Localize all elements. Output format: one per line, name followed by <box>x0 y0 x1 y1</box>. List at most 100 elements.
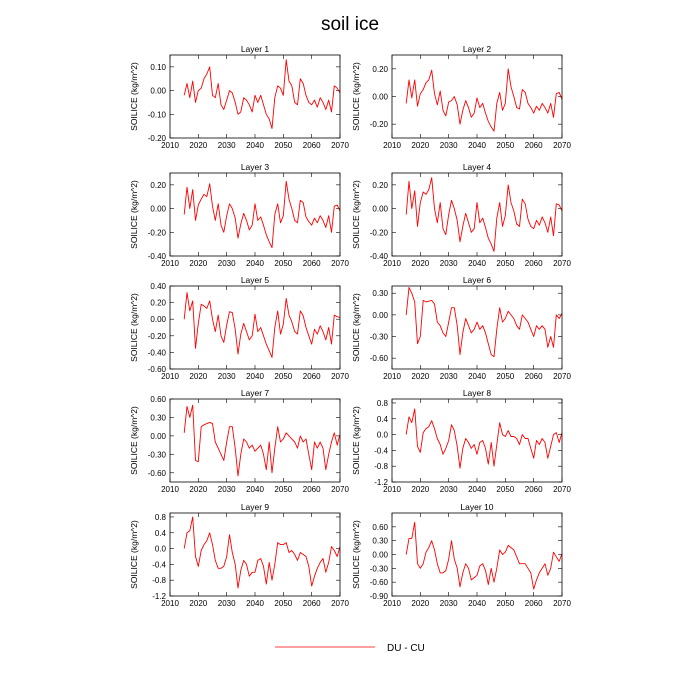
y-tick-label: 0.10 <box>150 63 166 72</box>
y-axis-label: SOILICE (kg/m^2) <box>351 180 361 249</box>
x-tick-label: 2030 <box>218 259 236 268</box>
plot-frame <box>169 285 341 370</box>
panel-title: Layer 5 <box>241 275 270 285</box>
x-tick-label: 2010 <box>383 259 401 268</box>
panel-layer-10: Layer 10 SOILICE (kg/m^2) 2010 2020 2030 2040… <box>351 502 571 608</box>
x-tick-label: 2070 <box>553 372 571 381</box>
y-tick-label: 0.0 <box>377 431 389 440</box>
panel-layer-7: Layer 7 SOILICE (kg/m^2) 2010 2020 2030 2040 2… <box>129 388 349 494</box>
x-tick-label: 2010 <box>383 141 401 150</box>
y-tick-label: -0.40 <box>148 348 167 357</box>
y-tick-label: 0.30 <box>372 537 388 546</box>
y-tick-label: 0.00 <box>150 87 166 96</box>
x-tick-label: 2050 <box>496 485 514 494</box>
panel-layer-3: Layer 3 SOILICE (kg/m^2) 2010 2020 2030 2040 2… <box>129 162 349 268</box>
series-line-du-cu <box>183 516 341 589</box>
y-tick-label: -0.30 <box>370 333 389 342</box>
y-tick-label: 0.20 <box>372 65 388 74</box>
y-tick-label: 0.30 <box>150 413 166 422</box>
panel-title: Layer 8 <box>463 388 492 398</box>
x-tick-label: 2070 <box>331 259 349 268</box>
y-tick-label: -1.2 <box>152 592 166 601</box>
x-tick-label: 2040 <box>468 372 486 381</box>
y-tick-label: -0.4 <box>152 560 166 569</box>
panel-title: Layer 3 <box>241 162 270 172</box>
x-tick-label: 2050 <box>274 141 292 150</box>
series-line-du-cu <box>183 404 341 477</box>
y-tick-label: 0.8 <box>377 399 389 408</box>
x-tick-label: 2040 <box>468 599 486 608</box>
plot-frame <box>169 398 341 483</box>
series-line-du-cu <box>183 59 341 129</box>
x-tick-label: 2050 <box>274 485 292 494</box>
panel-title: Layer 9 <box>241 502 270 512</box>
y-tick-label: -0.20 <box>370 228 389 237</box>
x-tick-label: 2060 <box>303 141 321 150</box>
y-axis-label: SOILICE (kg/m^2) <box>351 520 361 589</box>
x-tick-label: 2020 <box>411 372 429 381</box>
panel-title: Layer 1 <box>241 44 270 54</box>
y-tick-label: -0.20 <box>148 228 167 237</box>
plot-frame <box>391 54 563 139</box>
x-tick-label: 2040 <box>246 599 264 608</box>
series-line-du-cu <box>405 286 563 358</box>
panel-title: Layer 4 <box>463 162 492 172</box>
x-tick-label: 2010 <box>161 372 179 381</box>
x-tick-label: 2020 <box>189 485 207 494</box>
y-tick-label: -0.40 <box>148 252 167 261</box>
x-tick-label: 2030 <box>440 372 458 381</box>
x-tick-label: 2070 <box>331 141 349 150</box>
y-tick-label: 0.60 <box>150 395 166 404</box>
x-tick-label: 2030 <box>218 372 236 381</box>
y-tick-label: -0.10 <box>148 110 167 119</box>
plot-frame <box>391 172 563 257</box>
x-tick-label: 2030 <box>218 485 236 494</box>
y-axis-label: SOILICE (kg/m^2) <box>129 62 139 131</box>
x-tick-label: 2010 <box>383 372 401 381</box>
x-tick-label: 2010 <box>161 141 179 150</box>
panel-layer-5: Layer 5 SOILICE (kg/m^2) 2010 2020 2030 2040 2… <box>129 275 349 381</box>
series-line-du-cu <box>183 180 341 249</box>
y-tick-label: 0.4 <box>377 415 389 424</box>
y-tick-label: 0.60 <box>372 523 388 532</box>
y-tick-label: 0.00 <box>372 551 388 560</box>
x-tick-label: 2060 <box>525 372 543 381</box>
x-tick-label: 2020 <box>411 485 429 494</box>
page-title: soil ice <box>321 14 379 35</box>
plot-frame <box>169 172 341 257</box>
x-tick-label: 2020 <box>189 259 207 268</box>
y-tick-label: 0.20 <box>372 181 388 190</box>
y-tick-label: -0.20 <box>370 120 389 129</box>
x-tick-label: 2020 <box>189 141 207 150</box>
x-tick-label: 2040 <box>246 259 264 268</box>
y-tick-label: -0.60 <box>370 578 389 587</box>
x-tick-label: 2020 <box>189 599 207 608</box>
y-tick-label: 0.30 <box>372 289 388 298</box>
y-tick-label: 0.00 <box>372 205 388 214</box>
x-tick-label: 2070 <box>553 599 571 608</box>
x-tick-label: 2050 <box>496 372 514 381</box>
x-tick-label: 2040 <box>246 372 264 381</box>
x-tick-label: 2060 <box>303 259 321 268</box>
y-tick-label: 0.00 <box>372 311 388 320</box>
x-tick-label: 2030 <box>218 599 236 608</box>
x-tick-label: 2010 <box>383 485 401 494</box>
x-tick-label: 2070 <box>331 372 349 381</box>
series-line-du-cu <box>405 68 563 132</box>
y-axis-label: SOILICE (kg/m^2) <box>129 293 139 362</box>
y-axis-label: SOILICE (kg/m^2) <box>351 62 361 131</box>
x-tick-label: 2050 <box>496 141 514 150</box>
y-tick-label: 0.00 <box>150 315 166 324</box>
x-tick-label: 2010 <box>161 485 179 494</box>
x-tick-label: 2020 <box>411 259 429 268</box>
x-tick-label: 2020 <box>411 599 429 608</box>
x-tick-label: 2030 <box>440 485 458 494</box>
y-tick-label: 0.00 <box>372 93 388 102</box>
legend-label: DU - CU <box>387 643 425 654</box>
x-tick-label: 2040 <box>468 141 486 150</box>
x-tick-label: 2040 <box>246 141 264 150</box>
panel-title: Layer 6 <box>463 275 492 285</box>
x-tick-label: 2040 <box>246 485 264 494</box>
x-tick-label: 2060 <box>303 599 321 608</box>
